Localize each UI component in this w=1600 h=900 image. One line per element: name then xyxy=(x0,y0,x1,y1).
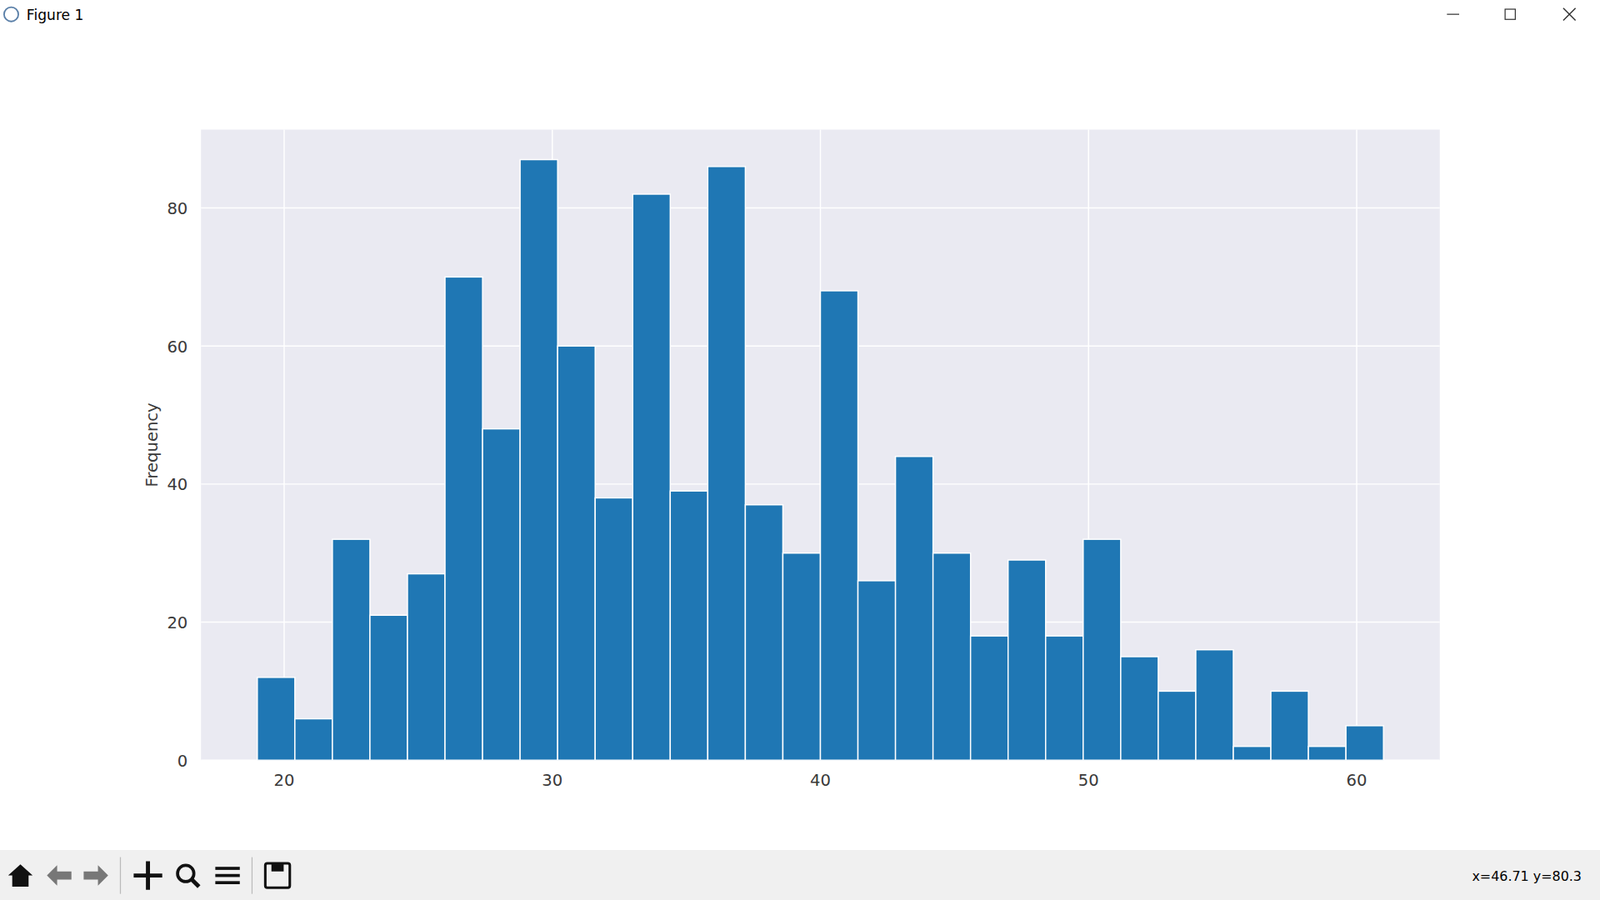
histogram-bar xyxy=(370,615,408,760)
y-tick-label: 20 xyxy=(166,613,188,633)
forward-icon xyxy=(83,865,108,885)
y-tick-label: 80 xyxy=(166,199,188,219)
home-icon xyxy=(8,864,33,887)
histogram-bar xyxy=(858,580,896,760)
histogram-bar xyxy=(407,574,445,761)
histogram-bar xyxy=(970,635,1009,760)
histogram-bar xyxy=(1345,725,1384,760)
x-grid-line xyxy=(283,130,285,761)
x-tick-label: 60 xyxy=(1346,770,1368,790)
histogram-bar xyxy=(1195,650,1234,761)
histogram-bar xyxy=(1158,690,1196,760)
bars xyxy=(257,160,1384,761)
zoom-button[interactable] xyxy=(177,865,200,887)
configure-icon xyxy=(215,880,240,885)
toolbar-separator xyxy=(120,857,121,895)
pan-button[interactable] xyxy=(133,860,162,890)
plot-area xyxy=(200,130,1440,761)
histogram-bar xyxy=(1120,656,1159,760)
save-button[interactable] xyxy=(265,863,290,888)
y-tick-label: 40 xyxy=(166,475,188,495)
histogram-bar xyxy=(670,490,708,760)
histogram-bar xyxy=(933,553,971,761)
toolbar-separator xyxy=(251,857,253,895)
window-title: Figure 1 xyxy=(26,6,85,24)
window-bg xyxy=(0,0,1600,900)
save-icon xyxy=(265,863,290,888)
x-tick-label: 20 xyxy=(274,770,295,790)
home-button[interactable] xyxy=(8,864,33,887)
configure-button[interactable] xyxy=(215,868,240,883)
histogram-bar xyxy=(632,194,670,760)
x-tick-label: 50 xyxy=(1078,770,1100,790)
histogram-bar xyxy=(295,719,333,761)
histogram-bar xyxy=(1308,746,1346,761)
y-tick-label: 60 xyxy=(166,337,188,357)
x-grid-line xyxy=(1355,130,1357,761)
y-grid-line xyxy=(200,207,1440,209)
histogram-bar xyxy=(482,429,520,761)
title-bar xyxy=(0,0,1600,30)
histogram-bar xyxy=(707,166,745,760)
histogram-bar xyxy=(445,276,483,760)
histogram-bar xyxy=(1008,560,1046,760)
x-tick-label: 30 xyxy=(541,770,563,790)
back-icon xyxy=(46,865,71,885)
histogram-bar xyxy=(895,456,934,760)
configure-icon xyxy=(215,866,240,870)
toolbar xyxy=(0,850,1600,900)
save-icon-part xyxy=(271,863,285,872)
close-button[interactable] xyxy=(1563,8,1576,21)
histogram-bar xyxy=(520,160,558,761)
zoom-icon xyxy=(177,865,195,882)
zoom-handle xyxy=(191,880,200,888)
configure-icon xyxy=(215,874,240,878)
pan-icon xyxy=(133,860,162,890)
histogram-bar xyxy=(332,539,370,760)
histogram-bar xyxy=(557,345,595,760)
back-button[interactable] xyxy=(46,865,71,885)
histogram-bar xyxy=(1045,635,1084,760)
y-axis-label: Frequency xyxy=(142,402,162,487)
histogram-bar xyxy=(595,497,633,760)
x-tick-label: 40 xyxy=(810,770,831,790)
cursor-status: x=46.71 y=80.3 xyxy=(1471,868,1582,885)
forward-button[interactable] xyxy=(83,865,108,885)
restore-button[interactable] xyxy=(1505,9,1515,20)
minimize-button[interactable] xyxy=(1446,14,1460,15)
histogram-bar xyxy=(257,677,295,760)
histogram-bar xyxy=(745,505,783,761)
figure-window: Figure 1 x=46.71 y=80.3 20 30 40 50 60 0 20 40 60 8… xyxy=(0,0,1600,900)
histogram-bar xyxy=(820,290,858,760)
histogram-bar xyxy=(782,553,820,761)
histogram-bar xyxy=(1270,690,1309,760)
y-tick-label: 0 xyxy=(177,751,188,771)
histogram-bar xyxy=(1083,539,1121,760)
app-icon xyxy=(4,7,19,22)
histogram-bar xyxy=(1233,746,1271,761)
